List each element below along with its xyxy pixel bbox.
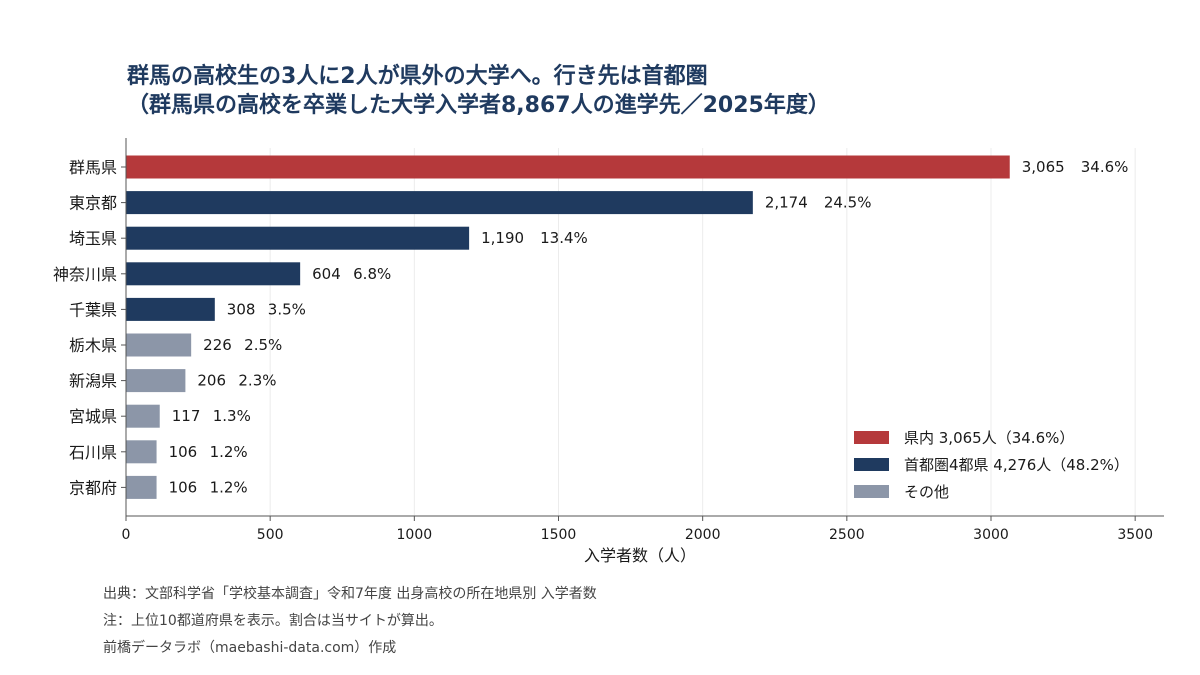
chart-title-line1: 群馬の高校生の3人に2人が県外の大学へ。行き先は首都圏 xyxy=(127,64,708,89)
percent-label: 6.8% xyxy=(353,265,391,283)
y-tick-label: 京都府 xyxy=(69,478,117,497)
x-tick-label: 500 xyxy=(257,527,284,543)
bar xyxy=(126,226,470,250)
footer-note: 注：上位10都道府県を表示。割合は当サイトが算出。 xyxy=(103,613,443,629)
chart-title-line2: （群馬県の高校を卒業した大学入学者8,867人の進学先／2025年度） xyxy=(127,93,830,118)
chart-title: 群馬の高校生の3人に2人が県外の大学へ。行き先は首都圏 （群馬県の高校を卒業した… xyxy=(127,62,830,120)
percent-label: 1.2% xyxy=(210,443,248,461)
x-tick-label: 1500 xyxy=(541,527,577,543)
labels: 群馬県 3,065 34.6% 東京都 2,174 24.5% 埼玉県 1,190 13.4% 神… xyxy=(53,158,1128,497)
x-tick-label: 2000 xyxy=(685,527,721,543)
y-tick-label: 宮城県 xyxy=(69,407,117,426)
legend-label-in: 県内 3,065人（34.6%） xyxy=(904,429,1075,447)
x-tick-label: 3000 xyxy=(973,527,1009,543)
data-label: 106 xyxy=(169,478,198,496)
x-tick-label: 1000 xyxy=(397,527,433,543)
data-label: 106 xyxy=(169,443,198,461)
percent-label: 34.6% xyxy=(1081,158,1129,176)
legend-swatch-capital xyxy=(854,458,889,471)
y-tick-label: 栃木県 xyxy=(69,336,117,355)
legend-item-in: 県内 3,065人（34.6%） xyxy=(854,424,1129,451)
percent-label: 24.5% xyxy=(824,194,872,212)
footer-source: 出典：文部科学省「学校基本調査」令和7年度 出身高校の所在地県別 入学者数 xyxy=(103,586,597,602)
percent-label: 1.3% xyxy=(213,407,251,425)
bar xyxy=(126,404,160,428)
legend-label-capital: 首都圏4都県 4,276人（48.2%） xyxy=(904,456,1129,474)
data-label: 1,190 xyxy=(481,229,524,247)
legend-item-other: その他 xyxy=(854,478,1129,505)
y-tick-label: 石川県 xyxy=(69,443,117,462)
bar xyxy=(126,475,157,499)
data-label: 3,065 xyxy=(1022,158,1065,176)
data-label: 226 xyxy=(203,336,232,354)
legend-label-other: その他 xyxy=(904,483,950,501)
percent-label: 13.4% xyxy=(540,229,588,247)
percent-label: 2.5% xyxy=(244,336,282,354)
x-tick-label: 3500 xyxy=(1117,527,1153,543)
legend: 県内 3,065人（34.6%） 首都圏4都県 4,276人（48.2%） その… xyxy=(854,424,1129,505)
y-tick-label: 群馬県 xyxy=(69,158,117,177)
legend-swatch-in xyxy=(854,431,889,444)
bar xyxy=(126,440,157,464)
data-label: 604 xyxy=(312,265,341,283)
bar xyxy=(126,297,215,321)
data-label: 206 xyxy=(197,372,226,390)
y-tick-label: 東京都 xyxy=(69,194,117,213)
legend-swatch-other xyxy=(854,485,889,498)
y-tick-label: 埼玉県 xyxy=(69,229,117,248)
y-tick-label: 神奈川県 xyxy=(53,265,117,284)
data-label: 308 xyxy=(227,300,256,318)
x-axis-label: 入学者数（人） xyxy=(584,546,696,565)
percent-label: 2.3% xyxy=(238,372,276,390)
percent-label: 1.2% xyxy=(210,478,248,496)
bar xyxy=(126,333,192,357)
footer-credit: 前橋データラボ（maebashi-data.com）作成 xyxy=(103,640,397,656)
bar xyxy=(126,262,301,286)
y-tick-label: 千葉県 xyxy=(69,300,117,319)
y-tick-label: 新潟県 xyxy=(69,372,117,391)
legend-item-capital: 首都圏4都県 4,276人（48.2%） xyxy=(854,451,1129,478)
bars xyxy=(126,155,1010,499)
bar xyxy=(126,155,1010,179)
x-tick-label: 0 xyxy=(122,527,131,543)
bar xyxy=(126,369,186,393)
percent-label: 3.5% xyxy=(268,300,306,318)
data-label: 2,174 xyxy=(765,194,808,212)
data-label: 117 xyxy=(172,407,201,425)
x-tick-label: 2500 xyxy=(829,527,865,543)
axes: 0 500 1000 1500 2000 2500 3000 3500 xyxy=(121,138,1164,543)
bar xyxy=(126,191,753,215)
